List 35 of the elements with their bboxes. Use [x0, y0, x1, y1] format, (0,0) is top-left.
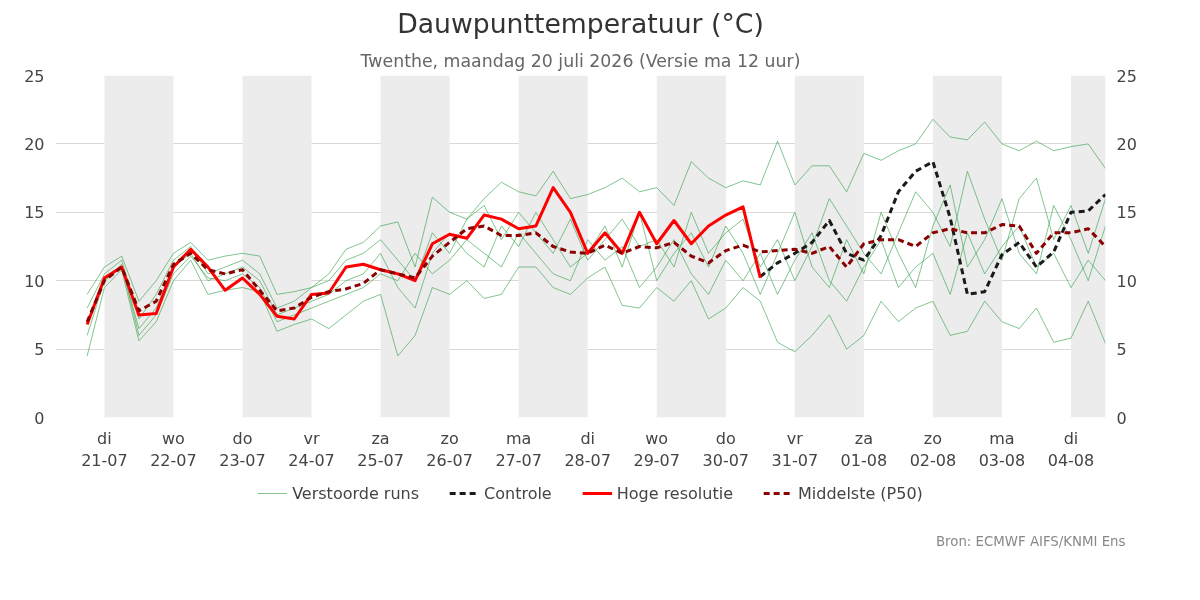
y-tick-label: 10: [24, 271, 45, 291]
x-tick-label: za 01-08: [840, 428, 888, 471]
x-tick-label: do 30-07: [702, 428, 750, 471]
y-tick-label: 0: [34, 408, 45, 428]
x-tick-label: di 21-07: [81, 428, 128, 471]
x-tick-label: zo 02-08: [909, 428, 957, 471]
y2-tick-label: 5: [1116, 340, 1127, 360]
chart-subtitle: Twenthe, maandag 20 juli 2026 (Versie ma 12 uur): [359, 50, 801, 71]
x-tick-label: wo 29-07: [633, 428, 680, 471]
y-tick-label: 20: [24, 134, 45, 154]
x-tick-label: vr 31-07: [771, 428, 819, 471]
legend-label: Controle: [484, 483, 552, 503]
x-tick-label: di 28-07: [564, 428, 611, 471]
y-tick-label: 5: [34, 340, 45, 360]
y-tick-label: 25: [24, 66, 45, 86]
x-tick-label: do 23-07: [219, 428, 266, 471]
legend-label: Hoge resolutie: [616, 483, 733, 503]
x-tick-label: wo 22-07: [150, 428, 197, 471]
chart-title: Dauwpunttemperatuur (°C): [397, 7, 764, 39]
x-tick-label: vr 24-07: [288, 428, 335, 471]
y2-tick-label: 15: [1116, 203, 1137, 223]
line-series: [758, 160, 1106, 296]
x-tick-label: za 25-07: [357, 428, 404, 471]
text: Bron: ECMWF AIFS/KNMI Ens: [935, 533, 1126, 549]
legend-label: Middelste (P50): [797, 483, 923, 503]
x-tick-label: ma 27-07: [495, 428, 542, 471]
x-tick-label: ma 03-08: [978, 428, 1026, 471]
y-tick-label: 15: [24, 203, 45, 223]
x-tick-label: di 04-08: [1047, 428, 1095, 471]
y2-tick-label: 25: [1116, 66, 1137, 86]
legend-label: Verstoorde runs: [292, 483, 420, 503]
y2-tick-label: 10: [1116, 271, 1137, 291]
x-tick-label: zo 26-07: [426, 428, 473, 471]
y2-tick-label: 0: [1116, 408, 1127, 428]
y2-tick-label: 20: [1116, 134, 1137, 154]
